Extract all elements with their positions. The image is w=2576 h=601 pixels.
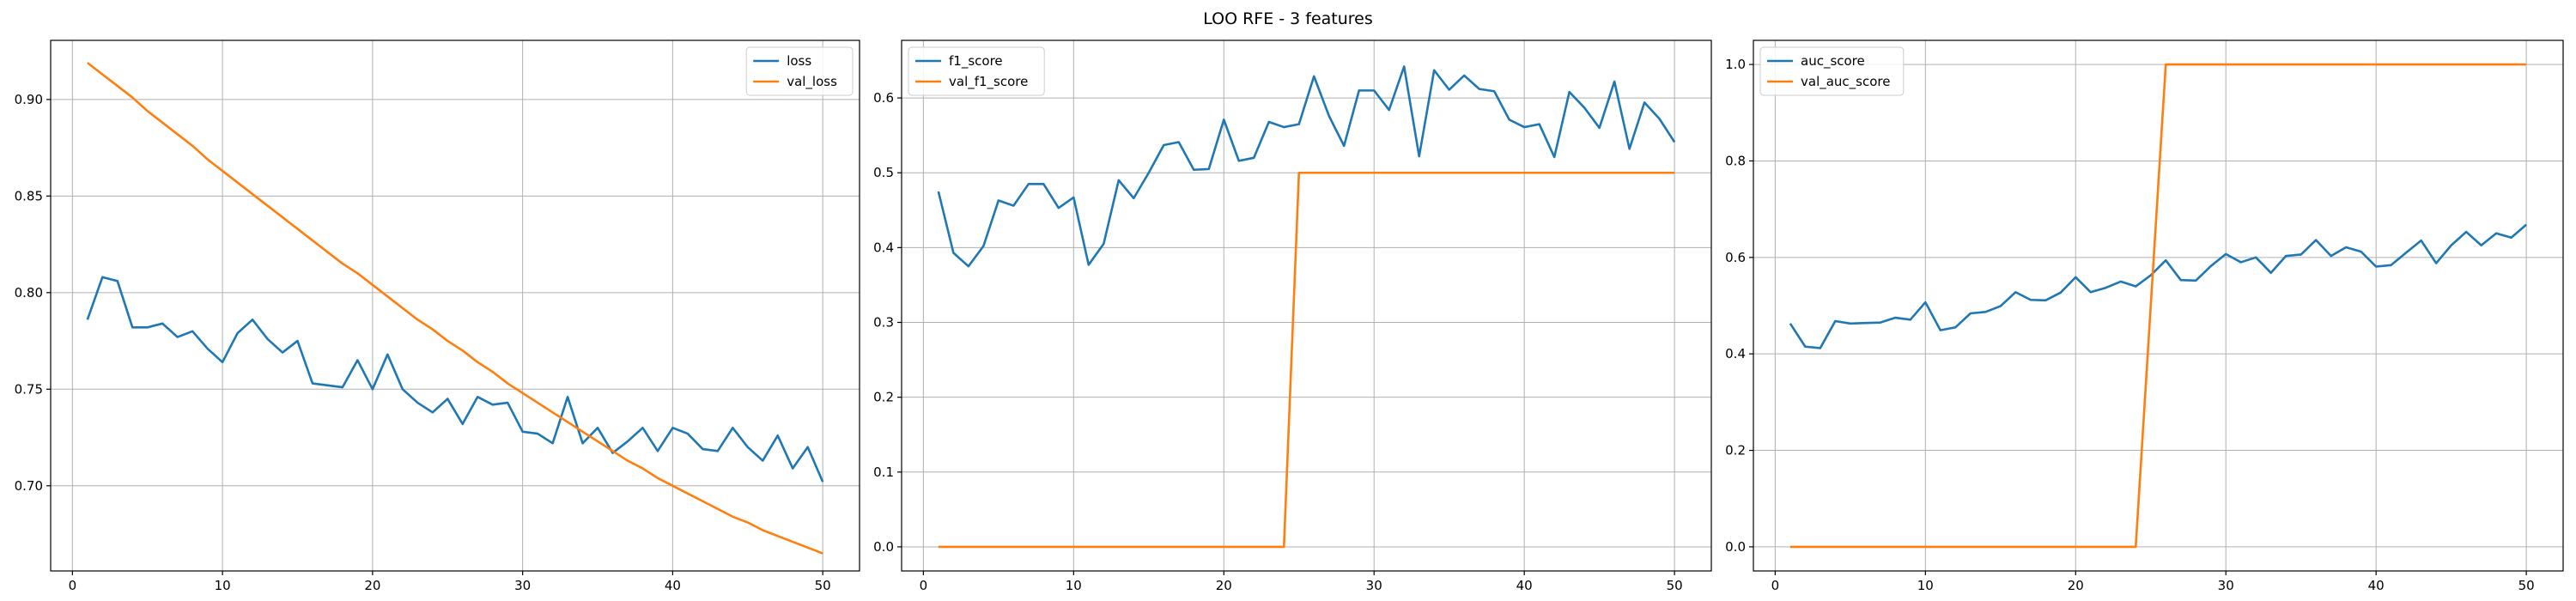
x-tick-label: 10 xyxy=(1066,578,1082,593)
legend-label: auc_score xyxy=(1801,53,1865,70)
y-tick-label: 0.85 xyxy=(15,188,43,203)
x-tick-label: 20 xyxy=(2068,578,2084,593)
y-tick-label: 0.6 xyxy=(873,90,894,106)
axes-frame xyxy=(901,39,1712,572)
series-line-val-f1-score xyxy=(938,171,1675,549)
y-tick-label: 0.2 xyxy=(1725,443,1746,458)
x-tick-label: 30 xyxy=(514,578,531,593)
y-tick-label: 0.0 xyxy=(1725,539,1746,555)
series-line-val-auc-score xyxy=(1789,63,2527,549)
y-tick-label: 0.70 xyxy=(15,478,43,494)
legend-box xyxy=(1759,46,1905,96)
x-tick-label: 50 xyxy=(2518,578,2535,593)
legend: auc_score val_auc_score xyxy=(1759,46,1905,96)
legend-label: loss xyxy=(787,53,811,69)
f1-score-plot-panel: 0 10 20 30 40 50 0.0 0.1 0.2 0.3 0.4 0.5 0.6 f1_score… xyxy=(873,39,1712,593)
legend-label: val_f1_score xyxy=(949,74,1028,90)
y-tick-label: 0.80 xyxy=(15,285,43,300)
x-tick-label: 40 xyxy=(1516,578,1533,593)
x-tick-label: 10 xyxy=(1917,578,1934,593)
y-tick-label: 0.75 xyxy=(15,381,43,397)
x-tick-label: 20 xyxy=(364,578,380,593)
series-line-auc-score xyxy=(1789,223,2527,349)
y-tick-label: 0.4 xyxy=(1725,346,1746,361)
x-tick-label: 0 xyxy=(69,578,77,593)
legend: f1_score val_f1_score xyxy=(908,46,1045,96)
y-tick-label: 0.0 xyxy=(873,539,894,555)
series-line-loss xyxy=(86,276,824,483)
figure-suptitle: LOO RFE - 3 features xyxy=(1203,9,1373,28)
y-tick-label: 0.1 xyxy=(873,464,894,480)
legend-label: val_loss xyxy=(787,74,837,90)
x-tick-label: 40 xyxy=(2368,578,2385,593)
x-tick-label: 50 xyxy=(815,578,831,593)
x-tick-label: 30 xyxy=(1366,578,1382,593)
y-tick-label: 0.8 xyxy=(1725,153,1746,168)
loss-plot-panel: 0 10 20 30 40 50 0.70 0.75 0.80 0.85 0.90 loss val_l… xyxy=(15,39,860,593)
x-tick-label: 50 xyxy=(1667,578,1683,593)
x-tick-label: 0 xyxy=(920,578,928,593)
series-line-val-loss xyxy=(87,62,823,555)
x-tick-label: 30 xyxy=(2218,578,2234,593)
axes-frame xyxy=(50,39,860,572)
y-tick-label: 0.4 xyxy=(873,240,894,255)
x-tick-label: 40 xyxy=(665,578,681,593)
legend-box xyxy=(908,46,1045,96)
y-tick-label: 0.6 xyxy=(1725,250,1746,265)
x-tick-label: 10 xyxy=(215,578,231,593)
legend-box xyxy=(745,46,854,96)
series-line-f1-score xyxy=(937,65,1676,268)
legend-label: f1_score xyxy=(949,53,1003,70)
auc-score-plot-panel: 0 10 20 30 40 50 0.0 0.2 0.4 0.6 0.8 1.0 auc_scoreva… xyxy=(1725,39,2564,593)
y-tick-label: 1.0 xyxy=(1725,57,1746,72)
x-tick-label: 20 xyxy=(1216,578,1232,593)
x-tick-label: 0 xyxy=(1771,578,1780,593)
y-tick-label: 0.5 xyxy=(873,165,894,180)
legend: loss val_loss xyxy=(745,46,854,96)
y-tick-label: 0.2 xyxy=(873,390,894,405)
axes-frame xyxy=(1753,39,2564,572)
y-tick-label: 0.90 xyxy=(15,92,43,107)
y-tick-label: 0.3 xyxy=(873,315,894,331)
legend-label: val_auc_score xyxy=(1801,74,1891,90)
